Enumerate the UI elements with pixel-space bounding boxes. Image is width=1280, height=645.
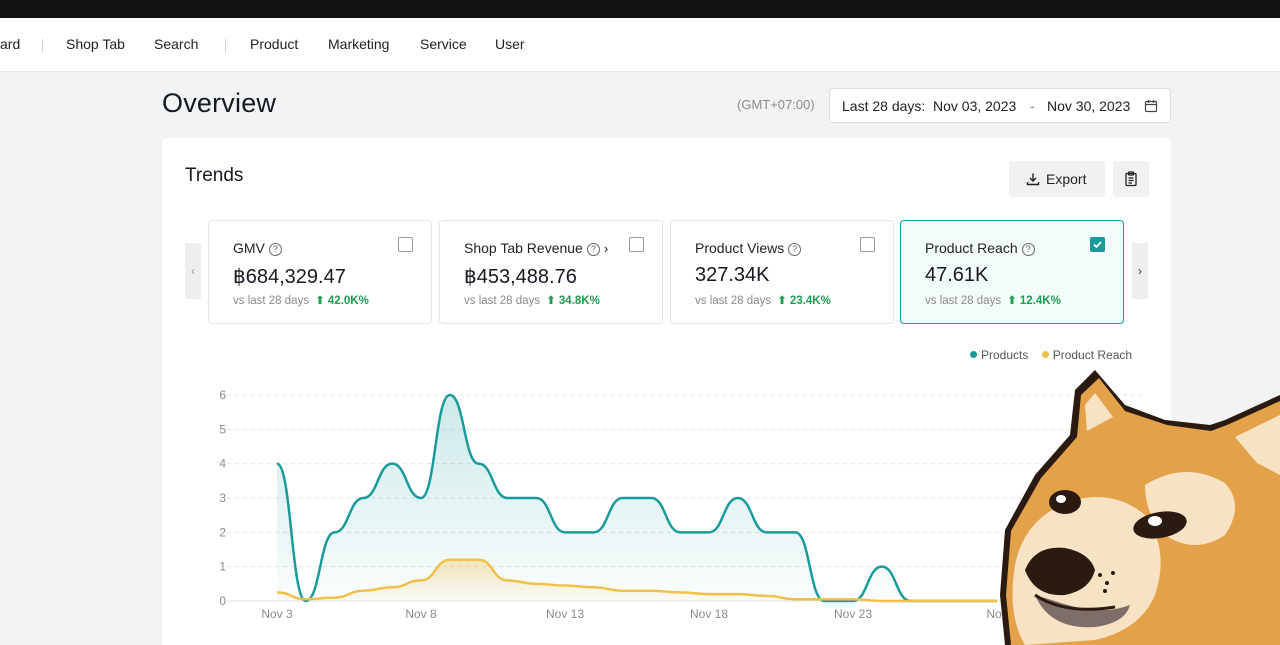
metric-value: 327.34K (695, 264, 770, 286)
export-button[interactable]: Export (1009, 161, 1105, 197)
clipboard-button[interactable] (1113, 161, 1149, 197)
metric-checkbox-checked[interactable] (1090, 237, 1105, 252)
x-tick-label: Nov 13 (546, 607, 584, 621)
date-preset-label: Last 28 days: (842, 98, 926, 114)
chart-legend: Products Product Reach (970, 348, 1132, 362)
chevron-right-icon[interactable]: › (603, 241, 609, 256)
metric-delta: ⬆ 23.4K% (777, 295, 831, 307)
nav-divider (225, 39, 226, 52)
metric-comparison: vs last 28 days (695, 295, 772, 307)
metric-label: Shop Tab Revenue (464, 240, 583, 256)
x-tick-label: Nov 3 (261, 607, 293, 621)
metric-comparison: vs last 28 days (925, 295, 1002, 307)
metric-delta: ⬆ 42.0K% (315, 295, 369, 307)
help-icon[interactable]: ? (586, 243, 600, 256)
metric-comparison: vs last 28 days (233, 295, 310, 307)
metric-delta: ⬆ 34.8K% (546, 295, 600, 307)
download-icon (1026, 173, 1040, 186)
x-tick-label: Nov 8 (405, 607, 437, 621)
x-tick-label: Nov 18 (690, 607, 728, 621)
nav-item-shop-tab[interactable]: Shop Tab (66, 36, 125, 52)
checkmark-icon (1093, 241, 1102, 249)
metric-value: ฿453,488.76 (464, 266, 577, 288)
series-line-products (276, 393, 997, 603)
metric-card-gmv[interactable]: GMV? ฿684,329.47 vs last 28 days ⬆ 42.0K% (208, 220, 432, 324)
browser-top-bar (0, 0, 1280, 18)
trends-card: Trends Export ‹ › GMV? ฿684,329.47 vs la… (162, 138, 1171, 645)
help-icon[interactable]: ? (268, 243, 282, 256)
help-icon[interactable]: ? (1021, 243, 1035, 256)
x-tick-label: Nov 23 (834, 607, 872, 621)
export-label: Export (1046, 171, 1087, 187)
legend-dot-products (970, 351, 977, 358)
y-tick-label: 3 (219, 491, 226, 505)
nav-item-dashboard[interactable]: ard (0, 36, 21, 52)
legend-item-products[interactable]: Products (981, 348, 1029, 362)
metric-checkbox[interactable] (629, 237, 644, 252)
y-tick-label: 1 (219, 560, 226, 574)
metric-value: ฿684,329.47 (233, 266, 346, 288)
date-range-picker[interactable]: Last 28 days: Nov 03, 2023 - Nov 30, 202… (829, 88, 1171, 123)
series-line-product-reach (276, 558, 997, 603)
doge-sticker-image (1000, 370, 1280, 645)
chevron-left-icon: ‹ (191, 264, 195, 278)
metric-card-shop-tab-revenue[interactable]: Shop Tab Revenue? › ฿453,488.76 vs last 2… (439, 220, 663, 324)
page-title: Overview (162, 88, 277, 118)
metric-label: Product Views (695, 240, 785, 256)
series-area-product-reach (277, 559, 997, 601)
top-navigation: ard Shop Tab Search Product Marketing Se… (0, 18, 1280, 72)
metric-card-product-views[interactable]: Product Views? 327.34K vs last 28 days ⬆ … (670, 220, 894, 324)
metric-delta: ⬆ 12.4K% (1007, 295, 1061, 307)
nav-divider (42, 39, 43, 52)
calendar-icon (1144, 100, 1158, 113)
nav-item-user[interactable]: User (495, 36, 525, 52)
date-start: Nov 03, 2023 (933, 98, 1017, 114)
metric-checkbox[interactable] (398, 237, 413, 252)
metric-card-product-reach[interactable]: Product Reach? 47.61K vs last 28 days ⬆ 1… (900, 220, 1124, 324)
legend-dot-product-reach (1041, 351, 1049, 358)
y-tick-label: 2 (219, 525, 226, 539)
metric-label: GMV (233, 240, 265, 256)
legend-item-product-reach[interactable]: Product Reach (1052, 348, 1133, 362)
metric-value: 47.61K (925, 264, 989, 286)
metrics-next-button[interactable]: › (1132, 243, 1148, 299)
chevron-right-icon: › (1138, 264, 1142, 278)
nav-item-marketing[interactable]: Marketing (328, 36, 390, 52)
y-tick-label: 0 (219, 594, 226, 608)
date-separator: - (1030, 98, 1035, 114)
help-icon[interactable]: ? (788, 243, 802, 256)
metrics-prev-button[interactable]: ‹ (185, 243, 201, 299)
y-tick-label: 4 (219, 457, 226, 471)
nav-item-product[interactable]: Product (250, 36, 299, 52)
y-tick-label: 6 (219, 388, 226, 402)
date-end: Nov 30, 2023 (1047, 98, 1131, 114)
timezone-label: (GMT+07:00) (737, 97, 815, 112)
nav-item-service[interactable]: Service (420, 36, 467, 52)
metric-checkbox[interactable] (860, 237, 875, 252)
clipboard-icon (1125, 171, 1137, 187)
y-tick-label: 5 (219, 422, 226, 436)
nav-item-search[interactable]: Search (154, 36, 199, 52)
metric-comparison: vs last 28 days (464, 295, 541, 307)
metric-label: Product Reach (925, 240, 1018, 256)
trends-title: Trends (185, 165, 244, 186)
